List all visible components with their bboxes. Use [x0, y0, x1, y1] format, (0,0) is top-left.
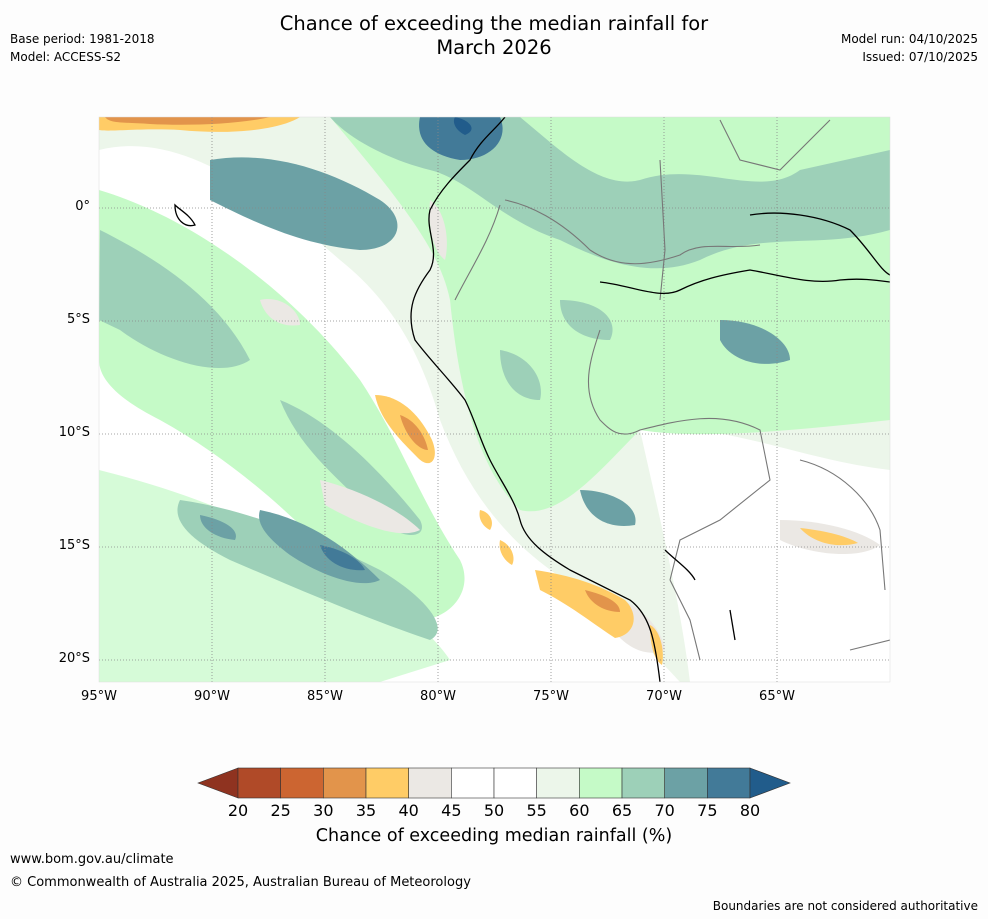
colorbar-cell	[280, 767, 324, 799]
base-period-text: Base period: 1981-2018	[10, 32, 155, 46]
colorbar-cell	[536, 767, 580, 799]
lon-label-80w: 80°W	[420, 689, 456, 704]
colorbar-cell	[493, 767, 537, 799]
map-field	[99, 117, 890, 682]
colorbar-tick-label: 75	[697, 801, 718, 820]
wet-zone-2	[210, 157, 398, 250]
dry-zone-6	[499, 540, 514, 565]
colorbar-tick-label: 80	[739, 801, 761, 820]
colorbar-under-arrow	[197, 767, 239, 799]
lat-label-15s: 15°S	[58, 538, 90, 553]
colorbar-cell	[408, 767, 452, 799]
colorbar-cell	[451, 767, 495, 799]
meta-right: Model run: 04/10/2025 Issued: 07/10/2025	[841, 30, 978, 66]
colorbar-label: Chance of exceeding median rainfall (%)	[315, 826, 673, 846]
lon-label-95w: 95°W	[81, 689, 117, 704]
footer-disclaimer: Boundaries are not considered authoritat…	[712, 899, 978, 913]
colorbar	[197, 767, 791, 799]
colorbar-cell	[365, 767, 409, 799]
rainfall-map	[98, 116, 891, 683]
lat-label-5s: 5°S	[66, 312, 90, 327]
border-bolivia-east	[799, 459, 886, 591]
colorbar-cell	[323, 767, 367, 799]
very-wet-zone-3	[320, 545, 365, 571]
lat-label-0: 0°	[75, 199, 90, 214]
footer-copyright: © Commonwealth of Australia 2025, Austra…	[10, 875, 471, 890]
dry-zone-3	[650, 625, 663, 665]
map-frame	[98, 116, 891, 683]
colorbar-tick-label: 65	[611, 801, 633, 820]
meta-left: Base period: 1981-2018 Model: ACCESS-S2	[10, 30, 155, 66]
colorbar-tick-label: 35	[355, 801, 377, 820]
very-wet-zone-2	[453, 117, 472, 135]
model-run-text: Model run: 04/10/2025	[840, 32, 978, 46]
model-text: Model: ACCESS-S2	[10, 50, 122, 64]
colorbar-tick-label: 70	[654, 801, 675, 820]
colorbar-cell	[237, 767, 281, 799]
rio-negro	[749, 212, 890, 276]
colorbar-tick-label: 60	[569, 801, 590, 820]
title-line-1: Chance of exceeding the median rainfall …	[279, 12, 709, 35]
dry-patch-1	[260, 299, 300, 326]
colorbar-tick-label: 45	[441, 801, 462, 820]
wet-zone-10	[500, 350, 541, 400]
drier-zone-north	[105, 117, 270, 125]
coastlines	[174, 117, 890, 682]
colorbar-tick-label: 30	[313, 801, 334, 820]
dry-patch-2	[320, 480, 420, 534]
dry-zone-2	[535, 570, 634, 638]
colorbar-tick-label: 40	[398, 801, 419, 820]
border-colombia-brazil	[659, 159, 666, 301]
lon-label-70w: 70°W	[646, 689, 682, 704]
drier-zone-1	[400, 415, 428, 450]
border-ecuador-peru	[454, 204, 501, 301]
colorbar-tick-label: 50	[483, 801, 505, 820]
dry-patch-5	[429, 200, 447, 260]
colorbar-tick-label: 55	[526, 801, 547, 820]
wet-zone-5	[177, 500, 438, 640]
amazon-river	[599, 269, 890, 294]
drier-zone-2	[585, 590, 620, 612]
dry-zone-5	[479, 510, 492, 530]
issued-text: Issued: 07/10/2025	[862, 50, 978, 64]
lat-label-20s: 20°S	[58, 651, 90, 666]
country-borders	[454, 119, 890, 661]
dry-zone-4	[800, 528, 858, 546]
colorbar-cell	[664, 767, 708, 799]
neutral-zone-east	[640, 428, 890, 682]
lake-poopo	[729, 609, 736, 641]
lon-label-65w: 65°W	[759, 689, 795, 704]
colorbar-tick-label: 25	[270, 801, 291, 820]
colorbar-cell	[707, 767, 751, 799]
lon-label-85w: 85°W	[307, 689, 343, 704]
colorbar-cell	[579, 767, 623, 799]
map-title: Chance of exceeding the median rainfall …	[219, 12, 769, 60]
border-colombia-peru	[504, 199, 761, 265]
title-line-2: March 2026	[436, 36, 552, 59]
colorbar-cell	[621, 767, 665, 799]
lon-label-75w: 75°W	[533, 689, 569, 704]
footer-url[interactable]: www.bom.gov.au/climate	[10, 852, 174, 867]
lake-titicaca	[664, 549, 696, 581]
wet-zone-9	[580, 490, 636, 526]
lon-label-90w: 90°W	[194, 689, 230, 704]
lat-label-10s: 10°S	[58, 425, 90, 440]
galapagos-islands	[174, 203, 196, 227]
border-chile-bolivia	[669, 579, 701, 661]
very-wet-zone-1	[419, 117, 503, 160]
colorbar-over-arrow	[749, 767, 791, 799]
colorbar-tick-label: 20	[227, 801, 249, 820]
border-argentina	[849, 639, 890, 651]
border-peru-brazil-bolivia	[587, 329, 771, 581]
border-venezuela	[719, 119, 831, 171]
gridlines	[99, 117, 890, 682]
pacific-coastline	[410, 117, 661, 682]
colorbar-cells	[237, 767, 751, 799]
wet-zone-11	[560, 300, 613, 340]
wet-zone-8	[720, 320, 790, 364]
wet-zone-7	[200, 515, 236, 540]
